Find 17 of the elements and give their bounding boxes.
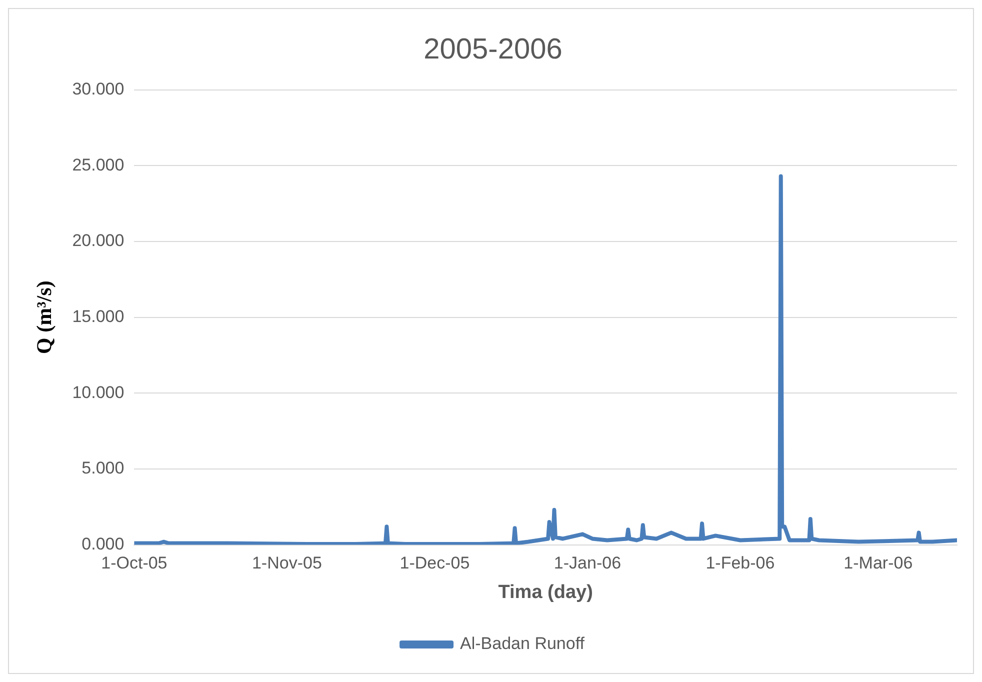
x-tick-label: 1-Oct-05: [101, 554, 168, 573]
y-tick-label: 25.000: [72, 155, 124, 174]
y-tick-label: 0.000: [82, 534, 124, 554]
chart-title: 2005-2006: [424, 33, 562, 66]
x-tick-label: 1-Jan-06: [554, 554, 622, 573]
y-axis-title: Q (m³/s): [32, 280, 56, 354]
x-tick-label: 1-Feb-06: [706, 554, 775, 573]
y-tick-label: 20.000: [72, 231, 124, 250]
y-tick-label: 10.000: [72, 382, 124, 402]
y-tick-label: 30.000: [72, 79, 124, 98]
y-tick-label: 5.000: [82, 458, 124, 478]
x-axis-title: Tima (day): [498, 582, 593, 603]
x-tick-label: 1-Mar-06: [844, 554, 913, 573]
x-tick-label: 1-Dec-05: [400, 554, 470, 573]
legend-label: Al-Badan Runoff: [460, 634, 585, 654]
y-tick-label: 15.000: [72, 306, 124, 326]
x-tick-label: 1-Nov-05: [252, 554, 322, 573]
